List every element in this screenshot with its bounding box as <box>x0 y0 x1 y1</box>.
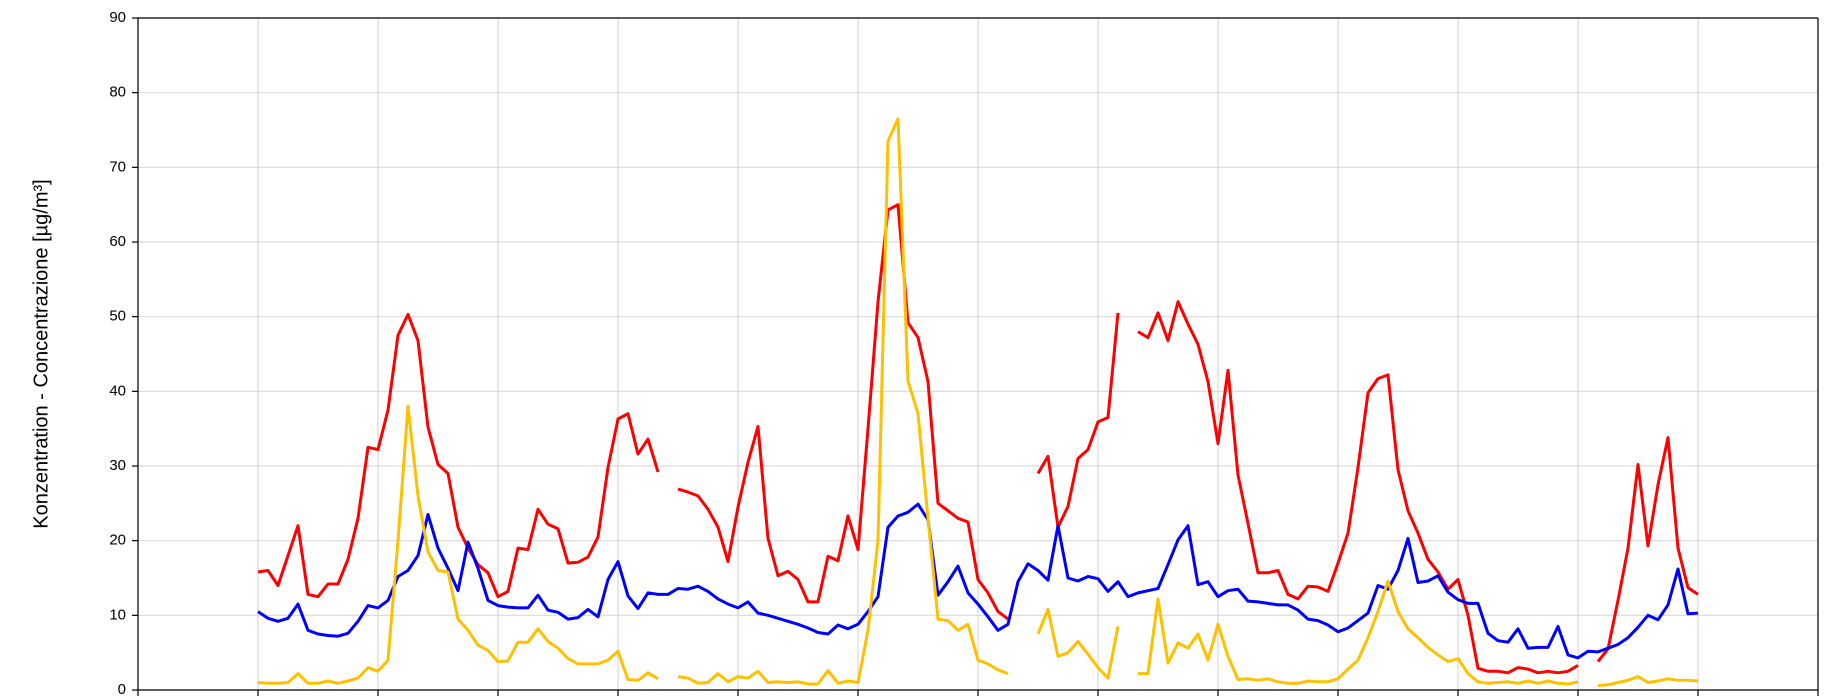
y-tick-label: 60 <box>109 233 126 250</box>
data-line <box>257 117 1699 687</box>
y-tick-label: 80 <box>109 84 126 101</box>
y-tick-label: 0 <box>118 681 126 698</box>
y-tick-label: 20 <box>109 532 126 549</box>
y-tick-label: 50 <box>109 308 126 325</box>
y-tick-label: 70 <box>109 158 126 175</box>
data-line <box>257 502 1699 660</box>
data-line <box>257 203 1699 675</box>
y-tick-label: 90 <box>109 9 126 26</box>
y-axis-label: Konzentration - Concentrazione [µg/m³] <box>30 179 52 528</box>
y-tick-label: 40 <box>109 382 126 399</box>
y-tick-label: 10 <box>109 606 126 623</box>
y-tick-label: 30 <box>109 457 126 474</box>
